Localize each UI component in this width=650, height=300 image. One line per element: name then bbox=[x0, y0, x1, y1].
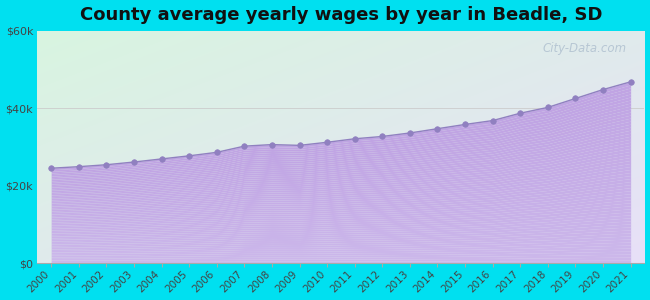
Title: County average yearly wages by year in Beadle, SD: County average yearly wages by year in B… bbox=[80, 6, 602, 24]
Text: City-Data.com: City-Data.com bbox=[542, 42, 626, 55]
